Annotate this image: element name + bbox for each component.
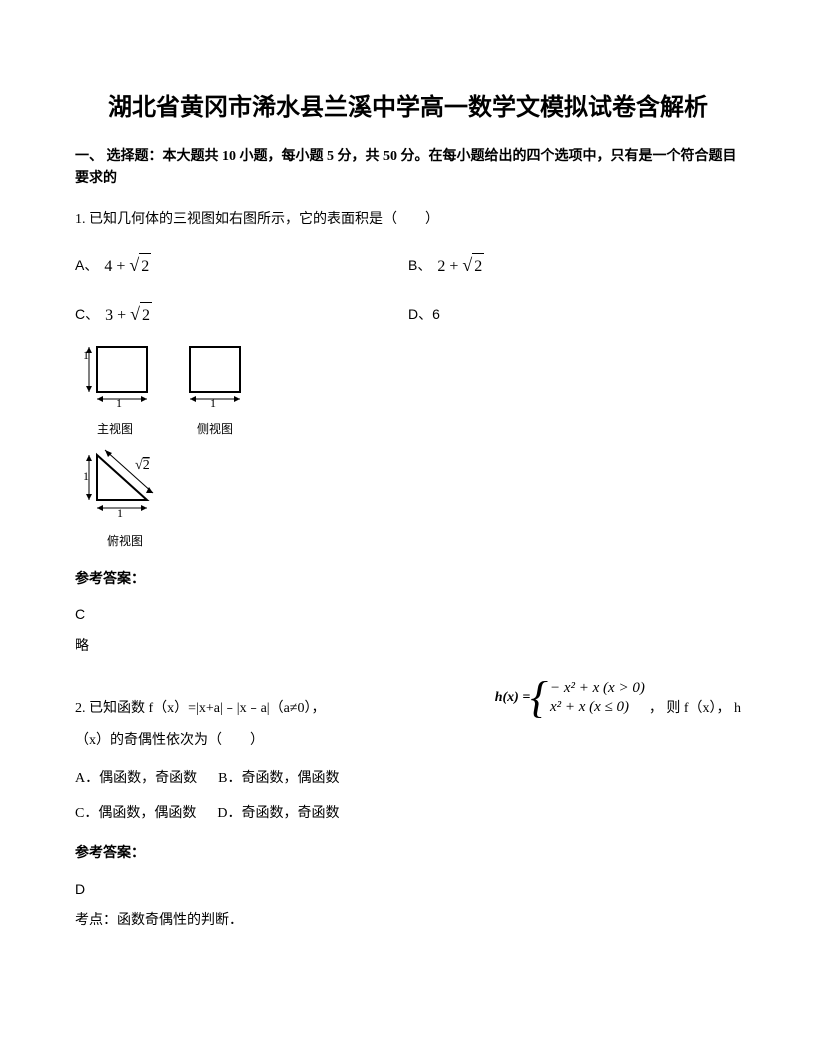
side-view: 1 侧视图 [180, 339, 250, 440]
side-view-svg: 1 [180, 339, 250, 409]
case2: x² + x (x ≤ 0) [550, 698, 645, 718]
three-views-diagram: 1 1 主视图 1 侧视图 [75, 339, 741, 551]
q1-options-row1: A、 4 + √2 B、 2 + √2 [75, 251, 741, 280]
q1-optD-label: D、6 [408, 303, 440, 325]
front-view-svg: 1 1 [75, 339, 155, 409]
q1-optA: A、 4 + √2 [75, 251, 408, 280]
dim-h: 1 [116, 396, 122, 409]
q2-options: A．偶函数，奇函数 B．奇函数，偶函数 C．偶函数，偶函数 D．奇函数，奇函数 [75, 768, 741, 825]
q1-optB-expr: 2 + √2 [437, 251, 484, 280]
page-title: 湖北省黄冈市浠水县兰溪中学高一数学文模拟试卷含解析 [75, 90, 741, 126]
q2-optA: A．偶函数，奇函数 [75, 771, 197, 786]
dim-h3: 1 [117, 506, 123, 520]
q1-optC-label: C、 [75, 303, 99, 325]
q2-answer-label: 参考答案： [75, 843, 741, 865]
side-view-label: 侧视图 [180, 420, 250, 439]
q2-stem-cont: （x）的奇偶性依次为（ ） [75, 730, 741, 752]
q2-optD: D．奇函数，奇函数 [217, 806, 339, 821]
q1-stem: 1. 已知几何体的三视图如右图所示，它的表面积是（ ） [75, 209, 741, 231]
q1-answer-label: 参考答案： [75, 569, 741, 591]
q1-options-row2: C、 3 + √2 D、6 [75, 300, 741, 329]
top-view-label: 俯视图 [75, 532, 175, 551]
q1-answer-letter: C [75, 603, 741, 625]
dim-h2: 1 [210, 396, 216, 409]
dim-v2: 1 [83, 469, 89, 483]
brace-icon: { [530, 676, 548, 720]
q2-answer-letter: D [75, 878, 741, 900]
q2-optB: B．奇函数，偶函数 [218, 771, 339, 786]
top-view: 1 1 √2 俯视图 [75, 445, 175, 551]
q1-optB: B、 2 + √2 [408, 251, 741, 280]
q2-optC: C．偶函数，偶函数 [75, 806, 196, 821]
front-view-label: 主视图 [75, 420, 155, 439]
q2-topic: 考点：函数奇偶性的判断． [75, 910, 741, 932]
q2-stem-post: ， 则 f（x）， h [649, 698, 741, 720]
q1-optD: D、6 [408, 300, 741, 329]
case1: − x² + x (x > 0) [550, 679, 645, 699]
q2-stem-line: 2. 已知函数 f（x）=|x+a|﹣|x﹣a|（a≠0）， h(x) = { … [75, 676, 741, 720]
q1-optA-expr: 4 + √2 [104, 251, 151, 280]
q1-optB-label: B、 [408, 254, 431, 276]
hx-lhs: h(x) = [495, 687, 531, 709]
q1-optC: C、 3 + √2 [75, 300, 408, 329]
q1-optA-label: A、 [75, 254, 98, 276]
q1-optC-expr: 3 + √2 [105, 300, 152, 329]
hyp-label: √2 [135, 458, 150, 473]
section-header: 一、 选择题：本大题共 10 小题，每小题 5 分，共 50 分。在每小题给出的… [75, 146, 741, 191]
front-view: 1 1 主视图 [75, 339, 155, 440]
q1-brief: 略 [75, 636, 741, 658]
top-view-svg: 1 1 √2 [75, 445, 175, 520]
q2-hx-expr: h(x) = { − x² + x (x > 0) x² + x (x ≤ 0) [495, 676, 645, 720]
q2-stem-pre: 2. 已知函数 f（x）=|x+a|﹣|x﹣a|（a≠0）， [75, 698, 326, 720]
